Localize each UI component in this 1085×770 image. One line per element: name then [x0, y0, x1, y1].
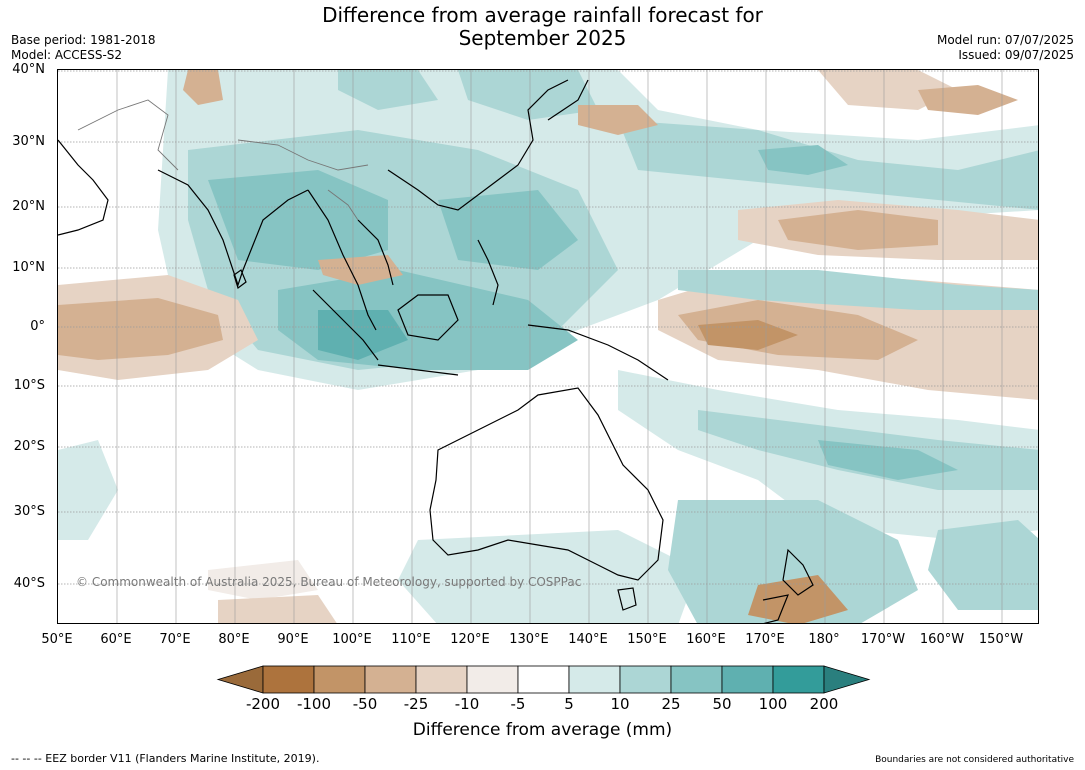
issued-date: Issued: 09/07/2025 [958, 48, 1074, 62]
colorbar-segment [772, 665, 825, 694]
map-title: Difference from average rainfall forecas… [0, 4, 1085, 50]
colorbar-tick-label: 50 [712, 695, 732, 713]
colorbar-tick-label: 200 [809, 695, 839, 713]
eez-note: -- -- -- EEZ border V11 (Flanders Marine… [11, 752, 320, 765]
lon-label: 170°W [860, 632, 906, 647]
colorbar-extend-high [823, 665, 871, 694]
colorbar-segment [721, 665, 774, 694]
colorbar [216, 665, 871, 694]
colorbar-segment [670, 665, 723, 694]
colorbar-tick-label: -5 [510, 695, 526, 713]
lat-label: 0° [30, 319, 45, 334]
colorbar-tick-label: -200 [245, 695, 281, 713]
colorbar-extend-low [216, 665, 264, 694]
map-title-line1: Difference from average rainfall forecas… [322, 3, 763, 27]
lon-label: 160°E [686, 632, 726, 647]
colorbar-tick-label: 100 [758, 695, 788, 713]
anomaly-shading [58, 70, 1038, 623]
colorbar-segment [517, 665, 570, 694]
model-info: Base period: 1981-2018 Model: ACCESS-S2 [11, 33, 156, 63]
lon-label: 50°E [41, 632, 73, 647]
lon-label: 110°E [391, 632, 431, 647]
rainfall-map[interactable] [57, 69, 1039, 624]
map-title-line2: September 2025 [458, 26, 627, 50]
lon-label: 160°W [919, 632, 965, 647]
lon-label: 90°E [277, 632, 309, 647]
lon-label: 150°W [978, 632, 1024, 647]
lon-label: 130°E [509, 632, 549, 647]
colorbar-segment [364, 665, 417, 694]
model-run: Model run: 07/07/2025 [936, 33, 1074, 47]
map-canvas [58, 70, 1038, 623]
colorbar-tick-label: -50 [352, 695, 378, 713]
colorbar-title: Difference from average (mm) [412, 720, 673, 740]
colorbar-tick-label: 5 [564, 695, 574, 713]
base-period: Base period: 1981-2018 [11, 33, 156, 47]
copyright-notice: © Commonwealth of Australia 2025, Bureau… [76, 575, 582, 589]
meridians [116, 70, 1003, 623]
lat-label: 30°N [12, 134, 45, 149]
colorbar-segment [466, 665, 519, 694]
country-borders [77, 99, 369, 221]
colorbar-tick-label: -25 [403, 695, 429, 713]
lat-label: 20°N [12, 199, 45, 214]
lon-label: 170°E [745, 632, 785, 647]
lon-label: 100°E [332, 632, 372, 647]
colorbar-segment [313, 665, 366, 694]
colorbar-tick-label: -10 [454, 695, 480, 713]
lat-label: 40°N [12, 62, 45, 77]
colorbar-tick-label: 25 [661, 695, 681, 713]
lat-label: 40°S [13, 576, 45, 591]
lon-label: 180° [808, 632, 840, 647]
lon-label: 150°E [627, 632, 667, 647]
lat-label: 10°N [12, 260, 45, 275]
colorbar-tick-label: -100 [296, 695, 332, 713]
lat-label: 10°S [13, 378, 45, 393]
lon-label: 140°E [568, 632, 608, 647]
coastlines [58, 79, 814, 623]
lon-label: 70°E [159, 632, 191, 647]
lon-label: 80°E [218, 632, 250, 647]
colorbar-segment [415, 665, 468, 694]
lon-label: 60°E [100, 632, 132, 647]
colorbar-segment [568, 665, 621, 694]
run-info: Model run: 07/07/2025 Issued: 09/07/2025 [937, 33, 1074, 63]
lon-label: 120°E [450, 632, 490, 647]
lat-label: 30°S [13, 504, 45, 519]
boundaries-note: Boundaries are not considered authoritat… [875, 755, 1074, 765]
model-name: Model: ACCESS-S2 [11, 48, 123, 62]
colorbar-segment [262, 665, 315, 694]
lat-label: 20°S [13, 439, 45, 454]
colorbar-segment [619, 665, 672, 694]
colorbar-tick-label: 10 [610, 695, 630, 713]
